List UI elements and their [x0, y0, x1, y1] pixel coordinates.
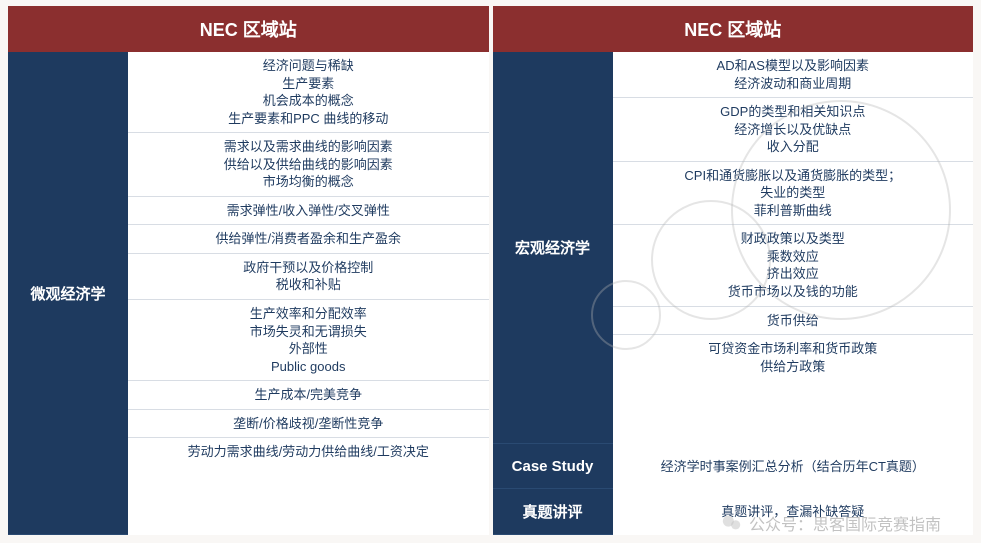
- content-line: 生产要素: [282, 75, 334, 93]
- content-group: 需求以及需求曲线的影响因素供给以及供给曲线的影响因素市场均衡的概念: [128, 133, 489, 197]
- left-header: NEC 区域站: [8, 6, 489, 52]
- content-group: 货币供给: [613, 307, 974, 336]
- content-group: 生产效率和分配效率市场失灵和无谓损失外部性Public goods: [128, 300, 489, 381]
- content-line: 生产效率和分配效率: [250, 305, 367, 323]
- right-section-label: 宏观经济学: [493, 52, 613, 444]
- content-line: 经济问题与稀缺: [263, 57, 354, 75]
- content-group: 垄断/价格歧视/垄断性竞争: [128, 410, 489, 439]
- right-header: NEC 区域站: [493, 6, 974, 52]
- content-line: 政府干预以及价格控制: [243, 259, 373, 277]
- content-line: 需求弹性/收入弹性/交叉弹性: [227, 202, 390, 220]
- left-body: 微观经济学 经济问题与稀缺生产要素机会成本的概念生产要素和PPC 曲线的移动需求…: [8, 52, 489, 535]
- content-line: GDP的类型和相关知识点: [720, 103, 865, 121]
- right-section-label: Case Study: [493, 444, 613, 490]
- left-panel: NEC 区域站 微观经济学 经济问题与稀缺生产要素机会成本的概念生产要素和PPC…: [8, 6, 489, 535]
- right-section-content: 经济学时事案例汇总分析（结合历年CT真题）: [613, 444, 974, 490]
- main-container: NEC 区域站 微观经济学 经济问题与稀缺生产要素机会成本的概念生产要素和PPC…: [0, 0, 981, 543]
- content-group: GDP的类型和相关知识点经济增长以及优缺点收入分配: [613, 98, 974, 162]
- content-group: 经济问题与稀缺生产要素机会成本的概念生产要素和PPC 曲线的移动: [128, 52, 489, 133]
- left-section-content: 经济问题与稀缺生产要素机会成本的概念生产要素和PPC 曲线的移动需求以及需求曲线…: [128, 52, 489, 535]
- content-group: 政府干预以及价格控制税收和补贴: [128, 254, 489, 300]
- content-line: 货币供给: [767, 312, 819, 330]
- content-line: 需求以及需求曲线的影响因素: [224, 138, 393, 156]
- right-panel: NEC 区域站 宏观经济学AD和AS模型以及影响因素经济波动和商业周期GDP的类…: [493, 6, 974, 535]
- content-group: 经济学时事案例汇总分析（结合历年CT真题）: [613, 444, 974, 490]
- content-group: CPI和通货膨胀以及通货膨胀的类型；失业的类型菲利普斯曲线: [613, 162, 974, 226]
- content-line: 税收和补贴: [276, 276, 341, 294]
- right-section-content: AD和AS模型以及影响因素经济波动和商业周期GDP的类型和相关知识点经济增长以及…: [613, 52, 974, 444]
- content-group: 财政政策以及类型乘数效应挤出效应货币市场以及钱的功能: [613, 225, 974, 306]
- content-line: 机会成本的概念: [263, 92, 354, 110]
- content-group: 需求弹性/收入弹性/交叉弹性: [128, 197, 489, 226]
- content-line: 劳动力需求曲线/劳动力供给曲线/工资决定: [188, 443, 429, 461]
- content-line: 经济学时事案例汇总分析（结合历年CT真题）: [661, 458, 925, 476]
- right-section: Case Study 经济学时事案例汇总分析（结合历年CT真题）: [493, 444, 974, 490]
- content-line: 供给以及供给曲线的影响因素: [224, 156, 393, 174]
- content-line: 收入分配: [767, 138, 819, 156]
- content-group: AD和AS模型以及影响因素经济波动和商业周期: [613, 52, 974, 98]
- content-line: 经济增长以及优缺点: [734, 121, 851, 139]
- content-line: 财政政策以及类型: [741, 230, 845, 248]
- content-line: 可贷资金市场利率和货币政策: [708, 340, 877, 358]
- content-group: 供给弹性/消费者盈余和生产盈余: [128, 225, 489, 254]
- content-line: 货币市场以及钱的功能: [728, 283, 858, 301]
- content-line: 市场失灵和无谓损失: [250, 323, 367, 341]
- content-line: Public goods: [271, 358, 345, 376]
- content-line: AD和AS模型以及影响因素: [717, 57, 869, 75]
- content-group: 可贷资金市场利率和货币政策供给方政策: [613, 335, 974, 380]
- content-line: CPI和通货膨胀以及通货膨胀的类型；: [684, 167, 901, 185]
- content-line: 菲利普斯曲线: [754, 202, 832, 220]
- content-line: 失业的类型: [760, 184, 825, 202]
- right-section: 宏观经济学AD和AS模型以及影响因素经济波动和商业周期GDP的类型和相关知识点经…: [493, 52, 974, 444]
- content-line: 市场均衡的概念: [263, 173, 354, 191]
- content-group: 生产成本/完美竞争: [128, 381, 489, 410]
- watermark: 公众号：思客国际竞赛指南: [721, 511, 941, 535]
- right-body: 宏观经济学AD和AS模型以及影响因素经济波动和商业周期GDP的类型和相关知识点经…: [493, 52, 974, 535]
- content-line: 外部性: [289, 340, 328, 358]
- content-line: 供给弹性/消费者盈余和生产盈余: [215, 230, 401, 248]
- wechat-icon: [721, 512, 743, 534]
- right-section-label: 真题讲评: [493, 489, 613, 535]
- content-line: 乘数效应: [767, 248, 819, 266]
- watermark-text: 公众号：思客国际竞赛指南: [749, 511, 941, 535]
- content-line: 挤出效应: [767, 265, 819, 283]
- content-line: 垄断/价格歧视/垄断性竞争: [233, 415, 383, 433]
- left-section-label: 微观经济学: [8, 52, 128, 535]
- content-line: 经济波动和商业周期: [734, 75, 851, 93]
- content-group: 劳动力需求曲线/劳动力供给曲线/工资决定: [128, 438, 489, 466]
- left-section: 微观经济学 经济问题与稀缺生产要素机会成本的概念生产要素和PPC 曲线的移动需求…: [8, 52, 489, 535]
- content-line: 生产成本/完美竞争: [254, 386, 362, 404]
- content-line: 生产要素和PPC 曲线的移动: [228, 110, 388, 128]
- content-line: 供给方政策: [760, 358, 825, 376]
